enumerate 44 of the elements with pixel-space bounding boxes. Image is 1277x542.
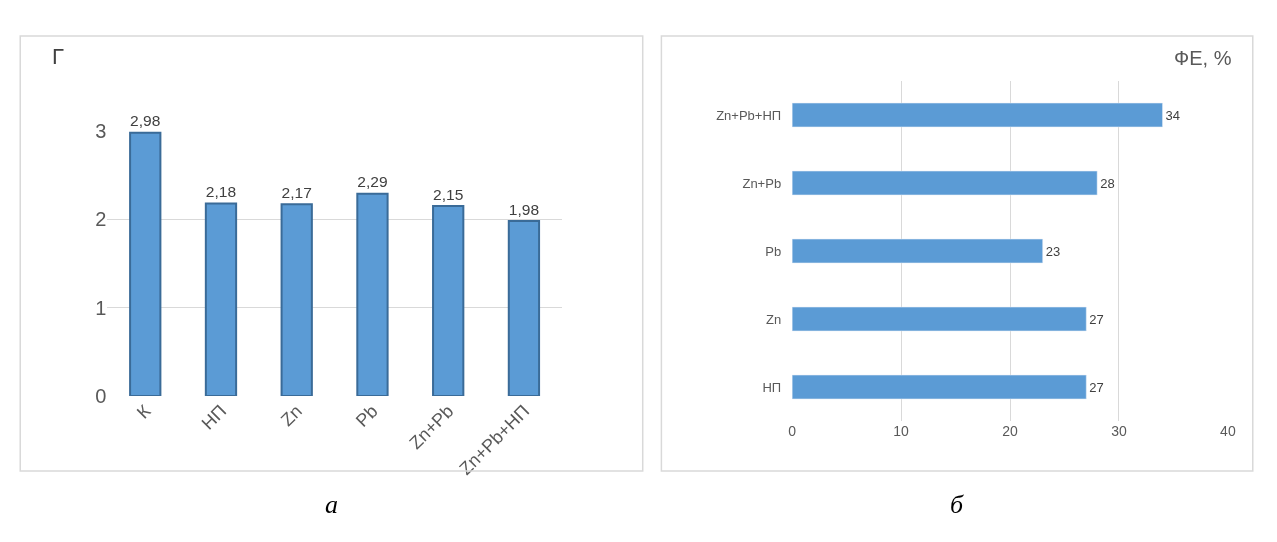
bar xyxy=(792,374,1087,400)
bar xyxy=(792,238,1043,264)
x-tick-label: 40 xyxy=(1220,423,1236,439)
bar xyxy=(792,170,1098,196)
data-label: 28 xyxy=(1100,175,1115,191)
bar xyxy=(792,102,1163,128)
data-label: 2,17 xyxy=(281,183,312,201)
data-label: 2,29 xyxy=(357,173,388,191)
bar xyxy=(280,203,313,396)
bar xyxy=(432,205,465,396)
data-label: 2,15 xyxy=(433,185,464,203)
data-label: 27 xyxy=(1089,311,1104,327)
bar xyxy=(129,131,162,396)
bar xyxy=(204,202,238,396)
x-axis-title: ФЕ, % xyxy=(1174,47,1232,69)
x-tick-label: 30 xyxy=(1111,423,1127,439)
data-label: 2,18 xyxy=(205,182,237,200)
y-tick-label: 2 xyxy=(95,208,107,231)
text: а xyxy=(325,490,338,519)
text: б xyxy=(950,490,964,519)
data-label: 2,98 xyxy=(130,112,161,130)
bar xyxy=(507,220,541,396)
x-tick-label: 10 xyxy=(893,423,910,439)
x-tick-label: 0 xyxy=(788,423,797,439)
y-tick-label: Zn xyxy=(765,311,782,327)
y-tick-label: НП xyxy=(762,379,782,395)
x-tick-label: Pb xyxy=(351,401,382,431)
y-tick-label: Zn+Pb xyxy=(742,175,782,191)
y-axis-title: Г xyxy=(52,44,64,69)
y-tick-label: 1 xyxy=(95,296,107,319)
data-label: 23 xyxy=(1045,243,1061,259)
data-label: 34 xyxy=(1165,107,1180,123)
data-label: 27 xyxy=(1089,379,1104,395)
bar xyxy=(792,306,1087,332)
x-tick-label: К xyxy=(132,400,155,423)
x-tick-label: Zn xyxy=(276,401,306,431)
y-tick-label: Zn+Pb+НП xyxy=(716,107,782,123)
x-tick-label: 20 xyxy=(1002,423,1018,439)
x-tick-label: НП xyxy=(197,401,231,434)
data-label: 1,98 xyxy=(508,200,540,218)
y-tick-label: Pb xyxy=(765,243,782,259)
bar xyxy=(356,192,389,396)
y-tick-label: 0 xyxy=(95,385,107,407)
y-tick-label: 3 xyxy=(95,120,107,142)
